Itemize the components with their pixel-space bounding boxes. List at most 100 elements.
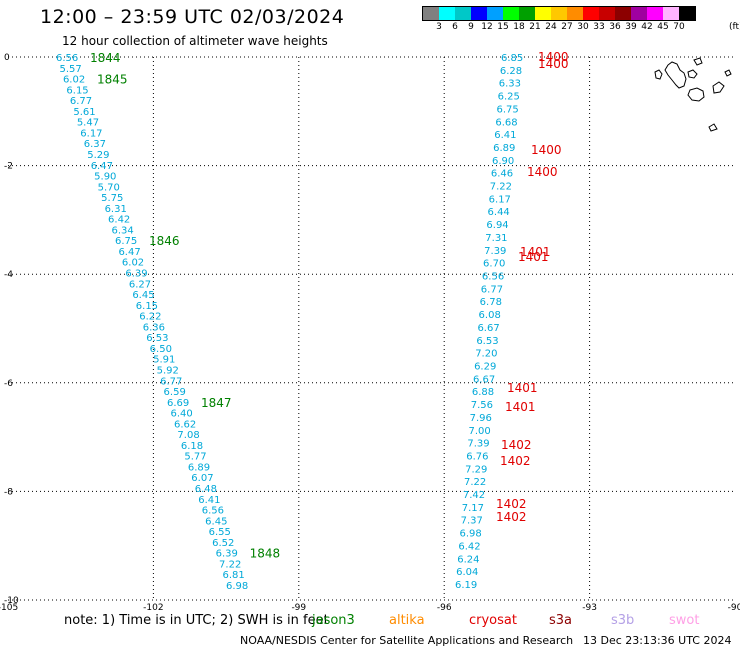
galapagos-islands (654, 57, 732, 132)
wave-height-label: 6.98 (459, 529, 481, 540)
colorbar-swatch (455, 7, 471, 20)
wave-height-label: 6.77 (160, 376, 182, 387)
wave-height-label: 6.46 (491, 169, 513, 180)
pass-time-label: 1848 (250, 547, 281, 561)
colorbar-swatch (439, 7, 455, 20)
wave-height-label: 5.91 (153, 355, 175, 366)
colorbar-swatch (663, 7, 679, 20)
wave-height-label: 5.77 (184, 452, 206, 463)
pass-time-label: 1844 (90, 51, 121, 65)
wave-height-label: 6.67 (477, 323, 499, 334)
island-san-cristobal (712, 81, 725, 94)
colorbar-swatch (615, 7, 631, 20)
colorbar-swatch (647, 7, 663, 20)
wave-height-label: 6.33 (499, 79, 521, 90)
wave-height-label: 6.47 (91, 161, 113, 172)
legend-item-altika: altika (389, 613, 425, 628)
wave-height-label: 7.37 (461, 516, 483, 527)
lat-tick-label: -6 (4, 379, 13, 389)
wave-height-label: 6.47 (118, 247, 140, 258)
wave-height-label: 6.77 (481, 284, 503, 295)
wave-height-label: 6.59 (164, 387, 186, 398)
generation-timestamp: 13 Dec 23:13:36 UTC 2024 (583, 634, 732, 647)
wave-height-label: 6.75 (115, 236, 137, 247)
wave-height-label: 6.55 (209, 527, 231, 538)
wave-height-label: 7.42 (463, 490, 485, 501)
wave-height-label: 6.37 (84, 139, 106, 150)
lat-tick-label: -10 (4, 596, 19, 606)
map-grid (8, 56, 735, 601)
wave-height-label: 6.24 (457, 554, 479, 565)
wave-height-label: 6.17 (489, 194, 511, 205)
colorbar-swatches (422, 6, 696, 21)
wave-height-label: 7.22 (464, 477, 486, 488)
pass-time-label: 1400 (538, 50, 569, 64)
wave-height-label: 6.56 (482, 272, 504, 283)
colorbar-label: 30 (577, 22, 589, 32)
colorbar-swatch (471, 7, 487, 20)
wave-height-label: 5.29 (87, 150, 109, 161)
wave-height-label: 7.96 (470, 413, 492, 424)
colorbar-label: 9 (468, 22, 474, 32)
wave-height-label: 6.56 (56, 53, 78, 64)
wave-height-label: 6.69 (167, 398, 189, 409)
colorbar-labels: 3 6 9 12 15 18 21 24 27 30 33 36 39 42 45 70 (422, 22, 740, 34)
island-marchena (724, 69, 732, 77)
wave-height-label: 7.17 (462, 503, 484, 514)
island-fernandina (654, 69, 663, 80)
wave-height-label: 7.22 (219, 559, 241, 570)
wave-height-label: 6.75 (497, 104, 519, 115)
wave-height-label: 6.39 (125, 269, 147, 280)
pass-time-label: 1402 (496, 497, 527, 511)
wave-height-label: 6.19 (455, 580, 477, 591)
legend-item-s3a: s3a (549, 613, 573, 628)
colorbar-swatch (423, 7, 439, 20)
wave-height-label: 7.39 (484, 246, 506, 257)
wave-height-label: 6.45 (132, 290, 154, 301)
wave-height-label: 6.17 (80, 128, 102, 139)
pass-time-label: 1400 (531, 143, 562, 157)
colorbar-label: 45 (657, 22, 669, 32)
wave-height-label: 6.04 (456, 567, 478, 578)
island-genovesa (693, 57, 703, 66)
wave-height-label: 6.44 (488, 207, 510, 218)
wave-height-label: 6.15 (136, 301, 158, 312)
wave-height-label: 6.25 (498, 92, 520, 103)
wave-height-label: 6.68 (495, 117, 517, 128)
credit-line: NOAA/NESDIS Center for Satellite Applica… (240, 634, 574, 647)
island-isabela (664, 61, 687, 89)
wave-height-label: 6.48 (195, 484, 217, 495)
colorbar-label: 42 (641, 22, 653, 32)
pass-time-label: 1845 (97, 73, 128, 87)
wave-height-label: 6.31 (105, 204, 127, 215)
island-santa-cruz (687, 87, 705, 102)
colorbar-label: 39 (625, 22, 637, 32)
pass-time-label: 1402 (500, 454, 531, 468)
lat-tick-label: -4 (4, 270, 13, 280)
footnote: note: 1) Time is in UTC; 2) SWH is in fe… (64, 613, 329, 628)
wave-height-label: 5.61 (73, 107, 95, 118)
colorbar-swatch (599, 7, 615, 20)
colorbar-swatch (631, 7, 647, 20)
wave-height-label: 5.57 (59, 64, 81, 75)
wave-height-label: 6.56 (202, 506, 224, 517)
wave-height-label: 6.42 (108, 215, 130, 226)
wave-height-label: 7.31 (485, 233, 507, 244)
colorbar-label: 18 (513, 22, 525, 32)
wave-height-label: 6.45 (205, 516, 227, 527)
colorbar-unit: (ft) (729, 22, 740, 32)
wave-height-label: 6.18 (181, 441, 203, 452)
wave-height-label: 6.53 (476, 336, 498, 347)
wave-height-label: 6.41 (494, 130, 516, 141)
wave-height-label: 6.39 (216, 549, 238, 560)
wave-height-label: 6.07 (191, 473, 213, 484)
wave-height-label: 7.56 (471, 400, 493, 411)
map-subtitle: 12 hour collection of altimeter wave hei… (62, 34, 328, 48)
colorbar-label: 24 (545, 22, 557, 32)
pass-time-label: 1400 (527, 165, 558, 179)
pass-time-label: 1846 (149, 234, 180, 248)
pass-time-label: 1402 (501, 438, 532, 452)
wave-height-label: 6.76 (466, 451, 488, 462)
